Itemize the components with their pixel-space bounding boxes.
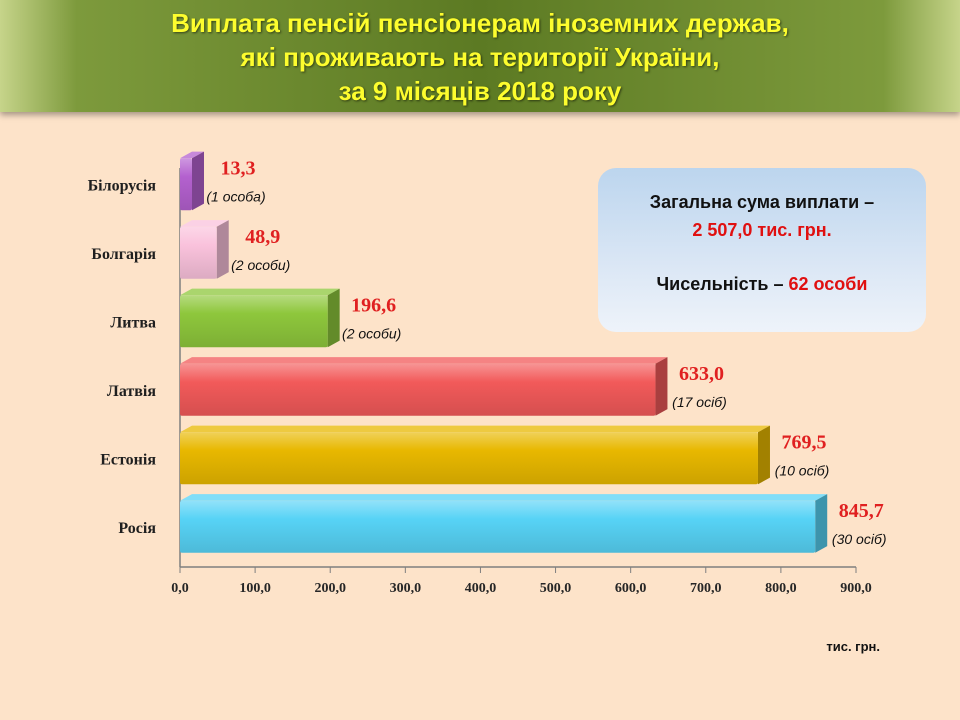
bar-top-face [180,220,229,227]
category-label: Білорусія [88,177,157,194]
bar-top-face [180,288,340,296]
persons-label: (10 осіб) [775,462,830,478]
x-tick-label: 700,0 [690,581,722,596]
bar-top-face [180,494,828,501]
summary-box: Загальна сума виплати – 2 507,0 тис. грн… [598,168,926,332]
bar [180,226,217,279]
value-label: 13,3 [221,157,256,179]
bar [180,158,192,211]
chart-title-line-2: які проживають на території України, [240,42,720,72]
x-tick-label: 100,0 [239,581,271,596]
persons-label: (2 особи) [342,325,401,341]
x-tick-label: 800,0 [765,581,797,596]
bar-top-face [180,425,770,433]
bar [180,432,758,485]
bar-top-face [180,357,668,364]
value-label: 845,7 [839,500,884,522]
category-label: Латвія [107,383,156,400]
x-tick-label: 400,0 [465,581,497,596]
x-tick-label: 200,0 [314,581,346,596]
persons-label: (2 особи) [231,257,290,273]
bar [180,363,656,416]
bar-top-face [180,151,204,159]
bar-side-face [655,357,668,416]
persons-label: (17 осіб) [672,394,727,410]
x-tick-label: 300,0 [390,581,422,596]
category-label: Росія [118,520,156,537]
bar-side-face [216,220,229,279]
x-tick-label: 500,0 [540,581,572,596]
category-label: Болгарія [91,246,156,263]
count-label: Чисельність – [656,274,784,294]
value-label: 769,5 [781,431,826,453]
count-line: Чисельність – 62 особи [598,274,926,295]
total-value: 2 507,0 тис. грн. [692,220,832,240]
bar [180,500,816,553]
x-tick-label: 0,0 [171,581,189,596]
title-banner: Виплата пенсій пенсіонерам іноземних дер… [0,0,960,112]
chart-title-line-3: за 9 місяців 2018 року [338,76,622,106]
total-label: Загальна сума виплати – [649,192,875,212]
x-axis-unit: тис. грн. [826,639,880,654]
persons-label: (30 осіб) [832,531,887,547]
value-label: 196,6 [351,294,396,316]
chart-title-line-1: Виплата пенсій пенсіонерам іноземних дер… [171,8,789,38]
persons-label: (1 особа) [206,188,265,204]
x-tick-label: 600,0 [615,581,647,596]
bar [180,295,328,348]
bar-side-face [757,425,770,485]
category-label: Естонія [100,451,156,468]
value-label: 48,9 [245,226,280,248]
x-tick-label: 900,0 [840,581,872,596]
value-label: 633,0 [679,363,724,385]
bar-side-face [192,151,204,211]
count-value: 62 особи [788,274,868,294]
category-label: Литва [110,314,156,331]
bar-side-face [815,494,828,553]
bar-side-face [327,288,340,348]
